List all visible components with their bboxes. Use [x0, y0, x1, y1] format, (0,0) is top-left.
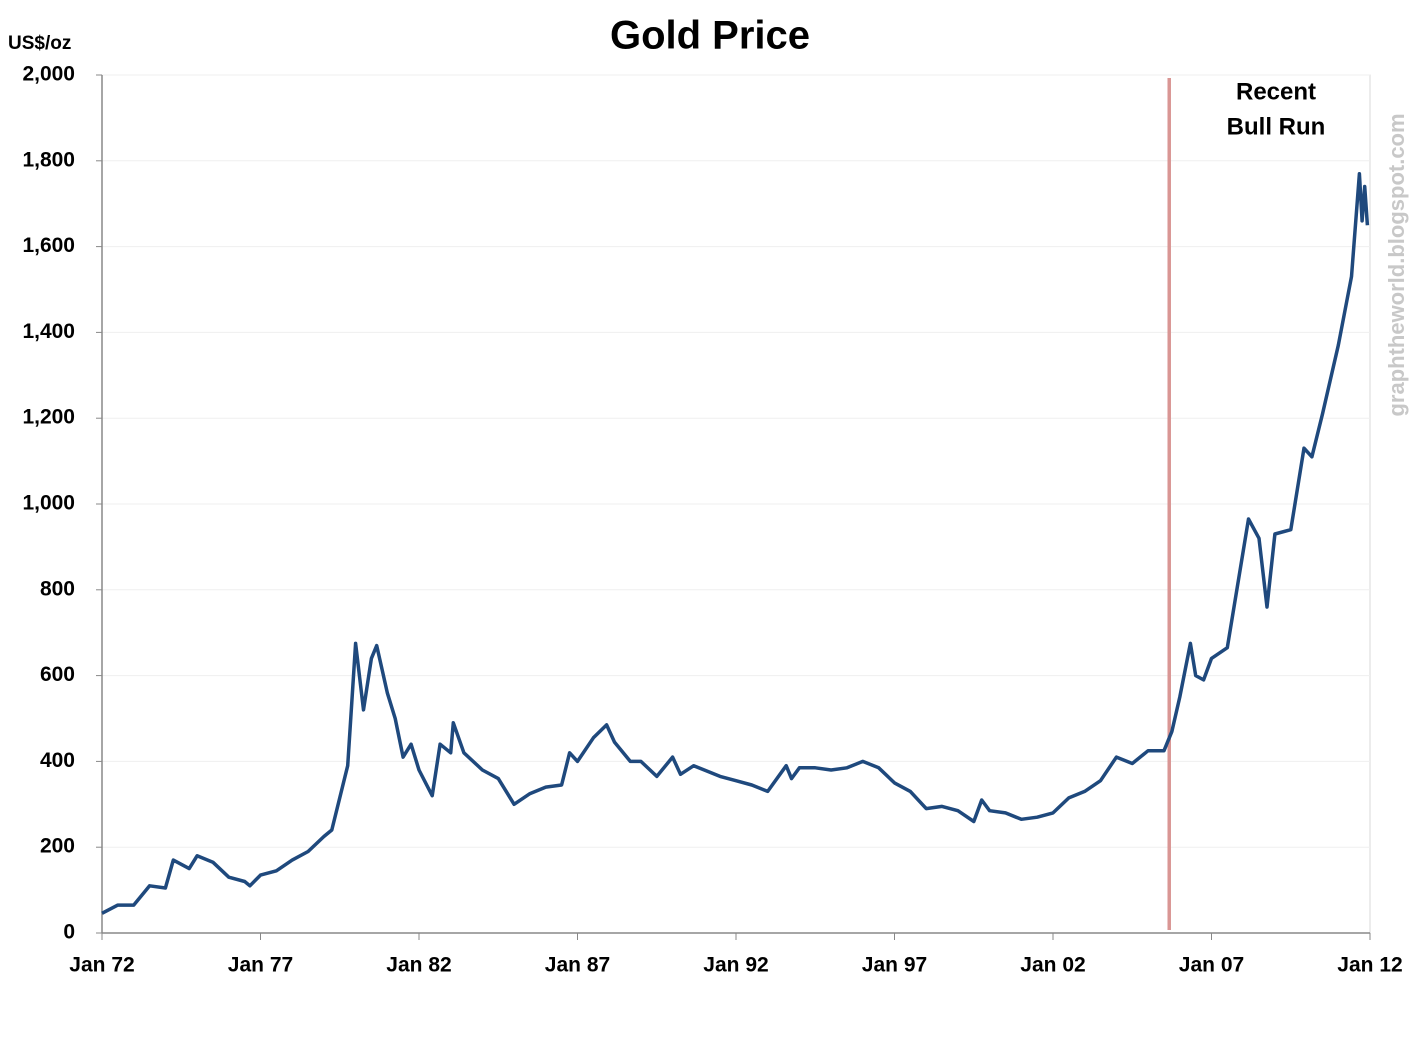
x-tick-label: Jan 12 [1337, 954, 1402, 977]
x-tick-label: Jan 87 [545, 954, 610, 977]
y-axis-label: US$/oz [8, 33, 71, 54]
price-line [101, 171, 1370, 915]
y-tick-label: 400 [40, 749, 75, 772]
x-tick-label: Jan 77 [228, 954, 293, 977]
y-tick-label: 800 [40, 577, 75, 600]
watermark: graphtheworld.blogspot.com [1384, 113, 1409, 416]
x-tick-label: Jan 92 [703, 954, 768, 977]
y-tick-label: 1,200 [22, 406, 75, 429]
x-tick-label: Jan 02 [1020, 954, 1085, 977]
y-tick-label: 2,000 [22, 63, 75, 86]
x-tick-label: Jan 72 [69, 954, 134, 977]
chart-title: Gold Price [610, 14, 810, 58]
x-tick-label: Jan 82 [386, 954, 451, 977]
x-tick-label: Jan 97 [862, 954, 927, 977]
y-tick-label: 600 [40, 663, 75, 686]
y-tick-label: 1,400 [22, 320, 75, 343]
annotation-text: Recent [1236, 78, 1316, 105]
y-tick-label: 1,600 [22, 234, 75, 257]
y-tick-label: 1,800 [22, 148, 75, 171]
y-tick-label: 0 [63, 921, 75, 944]
annotation-text: Bull Run [1227, 113, 1326, 140]
y-tick-label: 1,000 [22, 492, 75, 515]
x-tick-label: Jan 07 [1179, 954, 1244, 977]
y-tick-label: 200 [40, 835, 75, 858]
